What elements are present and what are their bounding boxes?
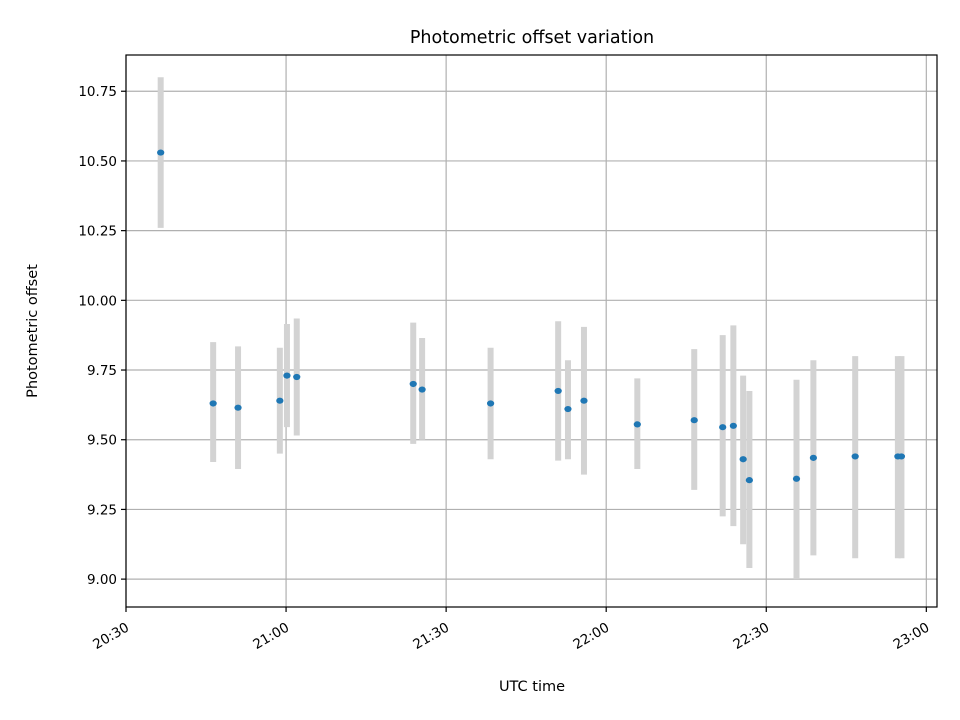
y-tick-label: 9.50 [87, 433, 117, 449]
data-point [157, 149, 165, 156]
y-tick-label: 9.25 [87, 502, 117, 518]
y-tick-label: 10.50 [78, 154, 117, 170]
data-point [851, 453, 859, 460]
data-point [690, 417, 698, 424]
y-tick-label: 10.25 [78, 224, 117, 240]
data-point [792, 475, 801, 482]
data-points [157, 149, 906, 484]
data-point [283, 372, 291, 379]
data-point [745, 477, 753, 484]
data-point [580, 397, 588, 404]
data-point [409, 380, 417, 388]
y-tick-label: 9.00 [87, 572, 117, 588]
data-point [554, 387, 562, 395]
grid [125, 55, 937, 607]
y-axis-label: Photometric offset [25, 264, 41, 398]
y-axis-ticks: 9.00 9.25 9.50 9.75 10.00 10.25 10.50 10.75 [78, 84, 126, 588]
data-point [209, 400, 217, 407]
y-tick-label: 10.75 [78, 84, 117, 100]
data-point [809, 454, 817, 461]
data-point [897, 453, 906, 460]
data-point [486, 400, 495, 407]
y-tick-label: 10.00 [78, 293, 117, 309]
data-point [633, 421, 641, 428]
x-axis-label: UTC time [499, 679, 565, 695]
data-point [418, 386, 426, 393]
data-point [729, 422, 737, 429]
y-tick-label: 9.75 [87, 363, 117, 379]
data-point [739, 456, 747, 463]
data-point [234, 404, 242, 411]
plot-frame [125, 54, 938, 608]
data-point [719, 424, 727, 431]
data-point [564, 405, 572, 413]
data-point [293, 373, 301, 381]
data-point [276, 397, 284, 404]
chart-title: Photometric offset variation [410, 28, 654, 48]
